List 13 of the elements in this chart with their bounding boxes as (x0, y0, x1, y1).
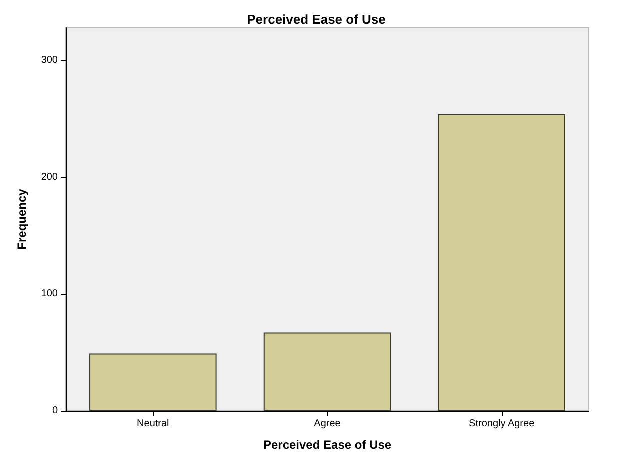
y-axis-title: Frequency (15, 188, 29, 250)
bar (264, 332, 392, 411)
bar (438, 114, 566, 411)
chart-title: Perceived Ease of Use (247, 12, 386, 27)
x-tick-label: Agree (314, 418, 342, 430)
x-tick-label: Neutral (137, 418, 170, 430)
bar (90, 354, 217, 411)
y-tick-label: 200 (41, 172, 58, 183)
y-tick-label: 0 (52, 406, 58, 416)
y-tick-label: 300 (41, 55, 58, 66)
x-tick-label: Strongly Agree (469, 418, 536, 430)
y-tick-label: 100 (41, 288, 58, 300)
x-axis-title: Perceived Ease of Use (263, 438, 392, 452)
